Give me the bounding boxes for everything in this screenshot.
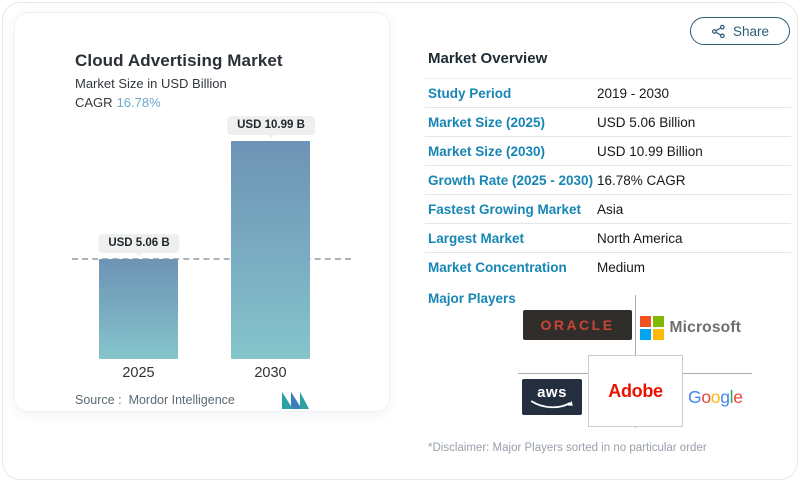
share-nodes-icon [711,24,726,39]
market-overview-table: Study Period 2019 - 2030 Market Size (20… [425,78,791,282]
bar-chart-plot: USD 5.06 B USD 10.99 B [15,116,391,359]
row-label: Largest Market [428,230,525,246]
table-row-study-period: Study Period 2019 - 2030 [425,79,791,108]
table-row-growth-rate: Growth Rate (2025 - 2030) 16.78% CAGR [425,166,791,195]
row-value: North America [597,230,683,246]
chart-title: Cloud Advertising Market [75,51,283,70]
microsoft-squares-icon [640,316,664,340]
row-label: Market Size (2030) [428,143,546,159]
google-letter: o [701,387,711,407]
share-button-label: Share [732,23,770,39]
row-value: Asia [597,201,624,217]
bar-2030 [231,141,310,359]
row-label: Growth Rate (2025 - 2030) [428,172,594,188]
aws-wordmark: aws [537,383,567,401]
chart-subtitle: Market Size in USD Billion [75,76,227,91]
market-overview-heading: Market Overview [428,50,548,67]
chart-cagr: CAGR 16.78% [75,95,283,110]
row-label: Fastest Growing Market [428,201,582,217]
x-axis-label-2025: 2025 [122,365,155,381]
cagr-label: CAGR [75,95,113,110]
source-row: Source : Mordor Intelligence [75,391,365,409]
table-row-market-size-2025: Market Size (2025) USD 5.06 Billion [425,108,791,137]
x-axis-label-2030: 2030 [254,365,287,381]
major-players-section: Major Players ORACLE Microsoft aws Adobe… [425,289,791,432]
row-label: Market Size (2025) [428,114,546,130]
major-players-label: Major Players [428,291,516,306]
source-value: Mordor Intelligence [128,393,235,407]
table-row-market-concentration: Market Concentration Medium [425,253,791,282]
market-chart-card: Cloud Advertising Market Market Size in … [14,12,390,412]
row-label: Study Period [428,85,512,101]
row-value: Medium [597,260,646,275]
share-button[interactable]: Share [690,17,790,45]
source-label: Source : [75,393,122,407]
google-logo: Google [688,387,743,408]
google-letter: o [710,387,721,407]
google-letter: e [733,387,743,407]
cagr-value: 16.78% [116,95,161,110]
oracle-logo: ORACLE [523,310,632,340]
row-value: USD 10.99 Billion [597,143,703,159]
chart-header: Cloud Advertising Market Market Size in … [75,51,283,110]
adobe-wordmark: Adobe [608,380,663,401]
microsoft-wordmark: Microsoft [669,319,742,336]
microsoft-logo: Microsoft [640,315,741,341]
google-letter: g [720,387,730,407]
aws-smile-icon [530,400,573,408]
row-value: 16.78% CAGR [597,172,686,188]
aws-logo: aws [522,379,582,415]
bar-2025 [99,259,178,359]
disclaimer-text: *Disclaimer: Major Players sorted in no … [428,442,707,454]
bar-value-label-2030: USD 10.99 B [227,116,315,135]
google-letter: G [688,387,702,407]
row-label: Market Concentration [428,260,567,275]
row-value: 2019 - 2030 [597,85,670,101]
adobe-logo: Adobe [588,355,683,427]
google-letter: l [729,387,734,407]
table-row-largest-market: Largest Market North America [425,224,791,253]
bar-value-label-2025: USD 5.06 B [98,234,180,253]
mordor-intelligence-logo-icon [282,391,309,412]
reference-dashed-line [72,258,351,260]
row-value: USD 5.06 Billion [597,114,696,130]
table-row-market-size-2030: Market Size (2030) USD 10.99 Billion [425,137,791,166]
table-row-fastest-growing-market: Fastest Growing Market Asia [425,195,791,224]
